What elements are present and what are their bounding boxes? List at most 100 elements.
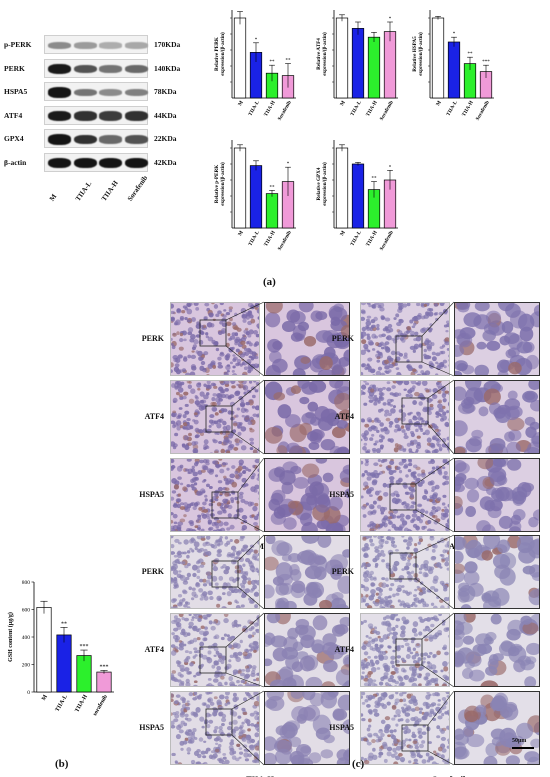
blot-band <box>73 157 97 169</box>
zoom-line <box>237 517 265 533</box>
zoom-line <box>225 345 265 377</box>
ihc-low-mag-image <box>360 691 450 765</box>
blot-band <box>99 88 122 97</box>
tissue-micrograph <box>265 692 349 764</box>
significance-label: ** <box>61 621 67 627</box>
ihc-high-mag-image <box>264 302 350 376</box>
category-label: TIIA-H <box>365 230 379 248</box>
zoom-box <box>389 483 417 511</box>
ihc-high-mag-image <box>454 535 540 609</box>
zoom-box-overlay <box>395 301 455 377</box>
blot-band <box>124 42 148 49</box>
y-axis-label: Relative PERKexpression/(β-actin) <box>214 32 226 76</box>
category-label: TIIA-L <box>349 99 363 117</box>
bar-chart: M TIIA-L ** TIIA-H * Sorafenib Relative GPX4ex… <box>316 140 398 252</box>
tissue-micrograph <box>171 614 259 686</box>
ihc-row-label: PERK <box>141 334 164 343</box>
bar <box>96 671 112 693</box>
significance-label: ** <box>372 177 378 182</box>
tissue-micrograph <box>171 536 259 608</box>
ihc-high-mag-image <box>454 380 540 454</box>
blot-band <box>124 88 148 97</box>
ihc-row-label: ATF4 <box>334 412 354 421</box>
blot-band <box>73 88 97 97</box>
ihc-row-label: ATF4 <box>144 412 164 421</box>
y-tick-label: 600 <box>22 608 31 614</box>
tissue-micrograph <box>455 692 539 764</box>
zoom-box-overlay <box>389 534 455 610</box>
ihc-row-label: PERK <box>141 567 164 576</box>
blot-band <box>48 134 71 145</box>
bar <box>335 17 349 99</box>
ihc-high-mag-image <box>264 613 350 687</box>
zoom-box-overlay <box>199 301 265 377</box>
blot-protein-label: β-actin <box>4 157 27 167</box>
significance-label: ** <box>286 59 292 64</box>
zoom-line <box>421 664 455 688</box>
blot-protein-label: PERK <box>4 63 25 73</box>
zoom-box <box>211 491 239 519</box>
zoom-box-overlay <box>211 457 265 533</box>
blot-strip <box>44 58 148 78</box>
zoom-line <box>421 612 455 640</box>
y-tick-label: 800 <box>22 580 31 586</box>
category-label: Sorafenib <box>379 100 395 122</box>
zoom-box <box>205 708 233 736</box>
blot-band <box>99 42 122 49</box>
zoom-line <box>231 379 265 407</box>
zoom-box-overlay <box>395 612 455 688</box>
ihc-low-mag-image <box>170 691 260 765</box>
bar <box>367 36 381 99</box>
ihc-low-mag-image <box>170 458 260 532</box>
ihc-low-mag-image <box>360 380 450 454</box>
bar-chart: M * TIIA-L ** TIIA-H *** Sorafenib Relative HSP… <box>412 10 494 122</box>
bar <box>56 634 72 693</box>
ihc-high-mag-image <box>264 691 350 765</box>
blot-band <box>73 111 97 121</box>
ihc-group-label: M <box>255 541 265 551</box>
ihc-row-label: PERK <box>331 567 354 576</box>
bar <box>233 17 247 99</box>
bar <box>249 165 263 229</box>
tissue-micrograph <box>265 303 349 375</box>
blot-mw-label: 140KDa <box>154 63 181 73</box>
ihc-high-mag-image <box>454 458 540 532</box>
y-axis-label: Relative ATF4expression/(β-actin) <box>316 32 328 76</box>
bar <box>36 607 52 693</box>
tissue-micrograph <box>171 381 259 453</box>
zoom-line <box>415 509 455 533</box>
zoom-line <box>415 534 455 554</box>
y-axis-label: Relative HSPA5expression/(β-actin) <box>412 32 424 76</box>
ihc-row-label: HSPA5 <box>329 490 354 499</box>
bar-chart: M * TIIA-L ** TIIA-H ** Sorafenib Relative PERK… <box>214 10 296 122</box>
blot-protein-label: p-PERK <box>4 40 32 49</box>
zoom-line <box>231 431 265 455</box>
zoom-box <box>401 397 429 425</box>
blot-band <box>48 87 71 98</box>
ihc-row-label: ATF4 <box>334 645 354 654</box>
ihc-high-mag-image <box>264 535 350 609</box>
category-label: Sorafenib <box>379 230 395 252</box>
y-axis-label: GSH content (μg/g) <box>7 612 14 662</box>
significance-label: ** <box>468 52 474 57</box>
zoom-line <box>225 612 265 648</box>
significance-label: ** <box>270 185 276 190</box>
category-label: Sorafenib <box>475 100 491 122</box>
panel-c-letter: (c) <box>352 758 365 770</box>
zoom-box-overlay <box>205 690 265 766</box>
y-tick-label: 400 <box>22 635 31 641</box>
category-label: M <box>41 694 49 702</box>
blot-protein-label: GPX4 <box>4 134 24 143</box>
category-label: TIIA-H <box>365 100 379 118</box>
y-tick-label: 200 <box>22 663 31 669</box>
blot-band <box>48 157 71 169</box>
blot-band <box>99 65 122 73</box>
ihc-low-mag-image <box>360 613 450 687</box>
bar <box>431 17 445 99</box>
ihc-row-label: HSPA5 <box>329 723 354 732</box>
tissue-micrograph <box>455 614 539 686</box>
ihc-group-label: TIIA-L <box>436 541 464 551</box>
ihc-row-label: HSPA5 <box>139 490 164 499</box>
blot-mw-label: 170KDa <box>154 40 181 49</box>
